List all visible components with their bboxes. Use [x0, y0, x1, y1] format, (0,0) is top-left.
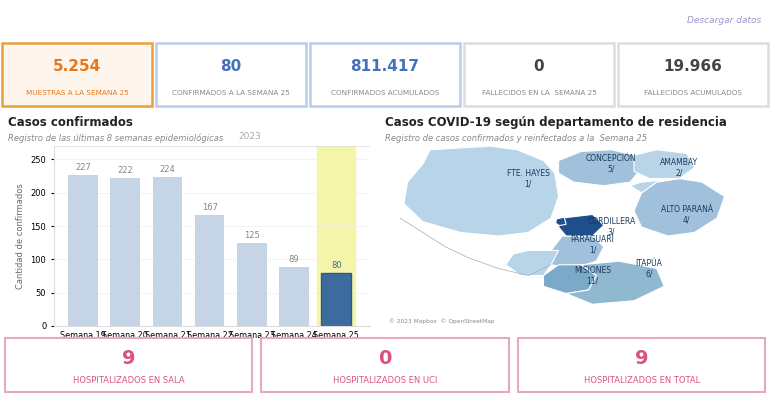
- Text: 9: 9: [635, 349, 648, 368]
- Polygon shape: [566, 261, 665, 304]
- Bar: [237, 243, 266, 326]
- Bar: [69, 175, 98, 326]
- Polygon shape: [558, 150, 641, 186]
- Text: Registro de casos confirmados y reinfectados a la  Semana 25: Registro de casos confirmados y reinfect…: [385, 134, 647, 143]
- Text: HOSPITALIZADOS EN TOTAL: HOSPITALIZADOS EN TOTAL: [584, 376, 700, 386]
- FancyBboxPatch shape: [618, 43, 768, 106]
- FancyBboxPatch shape: [310, 43, 460, 106]
- FancyBboxPatch shape: [5, 338, 252, 393]
- Polygon shape: [558, 214, 604, 236]
- Bar: [152, 177, 182, 326]
- FancyBboxPatch shape: [464, 43, 614, 106]
- Text: HOSPITALIZADOS EN UCI: HOSPITALIZADOS EN UCI: [333, 376, 437, 386]
- Text: Registro de las últimas 8 semanas epidemiológicas: Registro de las últimas 8 semanas epidem…: [8, 134, 223, 143]
- Text: HOSPITALIZADOS EN SALA: HOSPITALIZADOS EN SALA: [72, 376, 184, 386]
- Polygon shape: [403, 146, 558, 236]
- Text: 5.254: 5.254: [53, 60, 101, 75]
- Polygon shape: [630, 179, 679, 193]
- Text: CONFIRMADOS ACUMULADOS: CONFIRMADOS ACUMULADOS: [331, 90, 439, 96]
- Text: FALLECIDOS EN LA  SEMANA 25: FALLECIDOS EN LA SEMANA 25: [481, 90, 597, 96]
- FancyBboxPatch shape: [385, 146, 762, 326]
- Polygon shape: [634, 179, 725, 236]
- Polygon shape: [634, 150, 695, 179]
- Text: 222: 222: [117, 166, 133, 175]
- Text: Casos confirmados: Casos confirmados: [8, 116, 132, 129]
- Text: RESUMEN SEMANAL | COVID-19 PY: RESUMEN SEMANAL | COVID-19 PY: [9, 12, 333, 30]
- Text: CONCEPCIÓN
5/: CONCEPCIÓN 5/: [586, 154, 637, 174]
- Text: 80: 80: [220, 60, 242, 75]
- Polygon shape: [551, 236, 604, 268]
- Text: 0: 0: [378, 349, 392, 368]
- Text: CORDILLERA
3/: CORDILLERA 3/: [588, 217, 635, 237]
- Text: 2023: 2023: [238, 132, 261, 141]
- Polygon shape: [544, 265, 596, 293]
- Text: Descargar datos: Descargar datos: [687, 16, 761, 25]
- Y-axis label: Cantidad de confirmados: Cantidad de confirmados: [16, 183, 25, 289]
- Polygon shape: [555, 217, 566, 226]
- FancyBboxPatch shape: [518, 338, 765, 393]
- Polygon shape: [506, 250, 558, 276]
- FancyBboxPatch shape: [262, 338, 508, 393]
- Text: 19.966: 19.966: [664, 60, 722, 75]
- Text: 167: 167: [202, 203, 218, 212]
- Bar: [280, 267, 309, 326]
- Text: 0: 0: [534, 60, 544, 75]
- Text: FTE. HAYES
1/: FTE. HAYES 1/: [507, 169, 550, 188]
- Bar: [317, 146, 355, 326]
- Bar: [110, 178, 140, 326]
- Text: PARAGUARÍ
1/: PARAGUARÍ 1/: [571, 235, 614, 255]
- Text: 9: 9: [122, 349, 135, 368]
- Text: MUESTRAS A LA SEMANA 25: MUESTRAS A LA SEMANA 25: [25, 90, 129, 96]
- Text: CONFIRMADOS A LA SEMANA 25: CONFIRMADOS A LA SEMANA 25: [172, 90, 290, 96]
- Bar: [195, 215, 224, 326]
- Text: MISIONES
11/: MISIONES 11/: [574, 266, 611, 285]
- Text: ITAPÚA
6/: ITAPÚA 6/: [636, 259, 662, 278]
- FancyBboxPatch shape: [156, 43, 306, 106]
- Text: 224: 224: [159, 165, 176, 174]
- Text: 80: 80: [331, 261, 342, 270]
- Text: 89: 89: [289, 255, 300, 264]
- Text: AMAMBAY
2/: AMAMBAY 2/: [660, 158, 698, 177]
- Text: ALTO PARANÁ
4/: ALTO PARANÁ 4/: [661, 205, 713, 224]
- Text: © 2023 Mapbox  © OpenStreetMap: © 2023 Mapbox © OpenStreetMap: [389, 318, 494, 324]
- Bar: [322, 273, 351, 326]
- FancyBboxPatch shape: [2, 43, 152, 106]
- Text: Casos COVID-19 según departamento de residencia: Casos COVID-19 según departamento de res…: [385, 116, 727, 129]
- Text: FALLECIDOS ACUMULADOS: FALLECIDOS ACUMULADOS: [644, 90, 742, 96]
- Text: 811.417: 811.417: [350, 60, 420, 75]
- Text: 125: 125: [244, 231, 259, 240]
- Text: 227: 227: [75, 163, 91, 172]
